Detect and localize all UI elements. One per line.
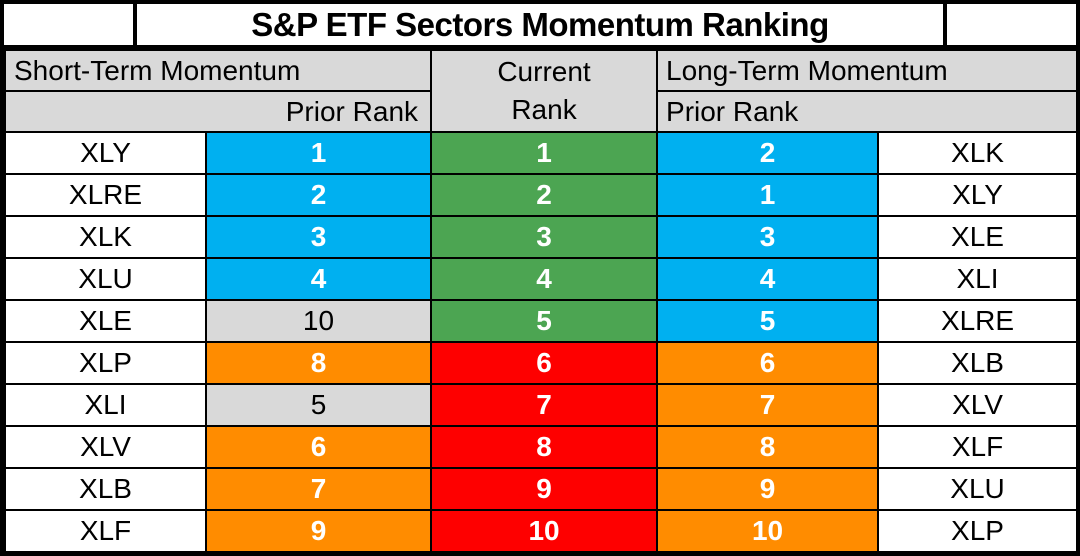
long-term-ticker: XLE	[877, 215, 1076, 259]
short-term-ticker: XLF	[4, 509, 207, 552]
short-term-ticker: XLV	[4, 425, 207, 469]
current-rank-cell: 2	[430, 173, 659, 217]
header-long-term-momentum: Long-Term Momentum	[656, 49, 1076, 92]
short-term-prior-rank-cell: 8	[204, 341, 433, 385]
table-row: XLY 1 1 2 XLK	[4, 131, 1076, 175]
header-current-rank: Current Rank	[430, 49, 659, 133]
short-term-ticker: XLU	[4, 257, 207, 301]
short-term-prior-rank-cell: 10	[204, 299, 433, 343]
table-row: XLB 7 9 9 XLU	[4, 467, 1076, 511]
short-term-ticker: XLE	[4, 299, 207, 343]
long-term-ticker: XLI	[877, 257, 1076, 301]
current-rank-cell: 10	[430, 509, 659, 552]
header-long-term-prior-rank: Prior Rank	[656, 90, 1076, 133]
table-row: XLI 5 7 7 XLV	[4, 383, 1076, 427]
title-row: S&P ETF Sectors Momentum Ranking	[4, 4, 1076, 49]
long-term-ticker: XLV	[877, 383, 1076, 427]
header-current-line1: Current	[497, 56, 591, 87]
long-term-prior-rank-cell: 6	[656, 341, 880, 385]
table-row: XLRE 2 2 1 XLY	[4, 173, 1076, 217]
short-term-ticker: XLP	[4, 341, 207, 385]
table-row: XLF 9 10 10 XLP	[4, 509, 1076, 552]
long-term-ticker: XLK	[877, 131, 1076, 175]
table-row: XLE 10 5 5 XLRE	[4, 299, 1076, 343]
title-box: S&P ETF Sectors Momentum Ranking	[133, 4, 947, 45]
long-term-prior-rank-cell: 9	[656, 467, 880, 511]
current-rank-cell: 4	[430, 257, 659, 301]
table-row: XLV 6 8 8 XLF	[4, 425, 1076, 469]
header-current-line2: Rank	[511, 94, 577, 125]
long-term-ticker: XLF	[877, 425, 1076, 469]
short-term-prior-rank-cell: 9	[204, 509, 433, 552]
short-term-ticker: XLY	[4, 131, 207, 175]
long-term-ticker: XLU	[877, 467, 1076, 511]
long-term-prior-rank-cell: 2	[656, 131, 880, 175]
long-term-prior-rank-cell: 8	[656, 425, 880, 469]
header-short-term-prior-rank: Prior Rank	[4, 90, 433, 133]
long-term-prior-rank-cell: 5	[656, 299, 880, 343]
ranking-table: Short-Term Momentum Current Rank Long-Te…	[4, 49, 1076, 552]
table-header: Short-Term Momentum Current Rank Long-Te…	[4, 49, 1076, 133]
short-term-ticker: XLRE	[4, 173, 207, 217]
table-row: XLK 3 3 3 XLE	[4, 215, 1076, 259]
page-title: S&P ETF Sectors Momentum Ranking	[251, 5, 829, 43]
long-term-prior-rank-cell: 4	[656, 257, 880, 301]
current-rank-cell: 3	[430, 215, 659, 259]
header-short-term-momentum: Short-Term Momentum	[4, 49, 433, 92]
short-term-ticker: XLB	[4, 467, 207, 511]
short-term-prior-rank-cell: 5	[204, 383, 433, 427]
current-rank-cell: 9	[430, 467, 659, 511]
current-rank-cell: 5	[430, 299, 659, 343]
header-row-subs: Prior Rank Prior Rank	[4, 90, 1076, 133]
long-term-ticker: XLP	[877, 509, 1076, 552]
long-term-ticker: XLRE	[877, 299, 1076, 343]
header-row-groups: Short-Term Momentum Current Rank Long-Te…	[4, 49, 1076, 133]
table-row: XLP 8 6 6 XLB	[4, 341, 1076, 385]
short-term-prior-rank-cell: 3	[204, 215, 433, 259]
table-body: XLY 1 1 2 XLK XLRE 2 2 1 XLY XLK 3 3 3 XLE XLU 4 4 4 XLI XLE…	[4, 131, 1076, 552]
current-rank-cell: 1	[430, 131, 659, 175]
short-term-prior-rank-cell: 4	[204, 257, 433, 301]
short-term-prior-rank-cell: 1	[204, 131, 433, 175]
table-row: XLU 4 4 4 XLI	[4, 257, 1076, 301]
short-term-prior-rank-cell: 7	[204, 467, 433, 511]
long-term-prior-rank-cell: 7	[656, 383, 880, 427]
long-term-prior-rank-cell: 3	[656, 215, 880, 259]
long-term-prior-rank-cell: 1	[656, 173, 880, 217]
short-term-ticker: XLI	[4, 383, 207, 427]
short-term-prior-rank-cell: 2	[204, 173, 433, 217]
current-rank-cell: 6	[430, 341, 659, 385]
long-term-ticker: XLY	[877, 173, 1076, 217]
short-term-ticker: XLK	[4, 215, 207, 259]
current-rank-cell: 7	[430, 383, 659, 427]
short-term-prior-rank-cell: 6	[204, 425, 433, 469]
long-term-ticker: XLB	[877, 341, 1076, 385]
current-rank-cell: 8	[430, 425, 659, 469]
long-term-prior-rank-cell: 10	[656, 509, 880, 552]
